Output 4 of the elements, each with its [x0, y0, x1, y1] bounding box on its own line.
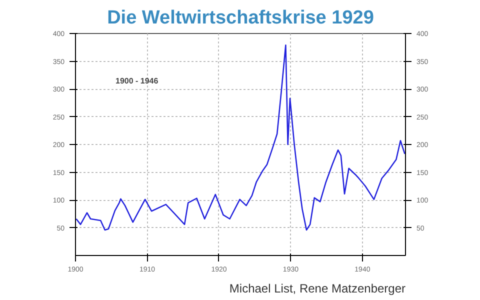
line-series [76, 44, 406, 231]
annotation: 1900 - 1946 [116, 76, 159, 86]
text: Michael List, Rene Matzenberger [229, 282, 406, 296]
chart-title: Die Weltwirtschaftskrise 1929 [107, 8, 374, 28]
